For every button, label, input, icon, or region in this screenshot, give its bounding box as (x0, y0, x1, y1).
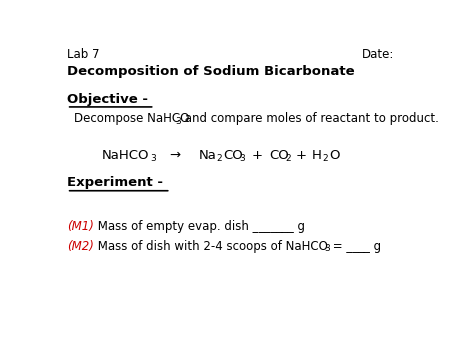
Text: Na: Na (199, 149, 217, 162)
Text: NaHCO: NaHCO (102, 149, 149, 162)
Text: 3: 3 (240, 154, 245, 163)
Text: CO: CO (269, 149, 289, 162)
Text: 3: 3 (150, 154, 156, 163)
Text: Date:: Date: (362, 48, 395, 62)
Text: (M1): (M1) (67, 220, 94, 233)
Text: 2: 2 (217, 154, 222, 163)
Text: CO: CO (223, 149, 243, 162)
Text: Mass of dish with 2-4 scoops of NaHCO: Mass of dish with 2-4 scoops of NaHCO (94, 240, 328, 253)
Text: 3: 3 (324, 244, 330, 254)
Text: 2: 2 (323, 154, 328, 163)
Text: (M2): (M2) (67, 240, 94, 253)
Text: and compare moles of reactant to product.: and compare moles of reactant to product… (181, 112, 439, 125)
Text: +: + (296, 149, 307, 162)
Text: Experiment -: Experiment - (67, 176, 163, 189)
Text: →: → (170, 149, 181, 162)
Text: Mass of empty evap. dish _______ g: Mass of empty evap. dish _______ g (94, 220, 305, 233)
Text: 2: 2 (286, 154, 291, 163)
Text: Decompose NaHCO: Decompose NaHCO (74, 112, 189, 125)
Text: = ____ g: = ____ g (329, 240, 381, 253)
Text: 3: 3 (176, 117, 181, 126)
Text: Lab 7: Lab 7 (67, 48, 99, 62)
Text: H: H (312, 149, 322, 162)
Text: O: O (329, 149, 339, 162)
Text: +: + (252, 149, 262, 162)
Text: Objective -: Objective - (67, 93, 148, 105)
Text: Decomposition of Sodium Bicarbonate: Decomposition of Sodium Bicarbonate (67, 65, 354, 78)
